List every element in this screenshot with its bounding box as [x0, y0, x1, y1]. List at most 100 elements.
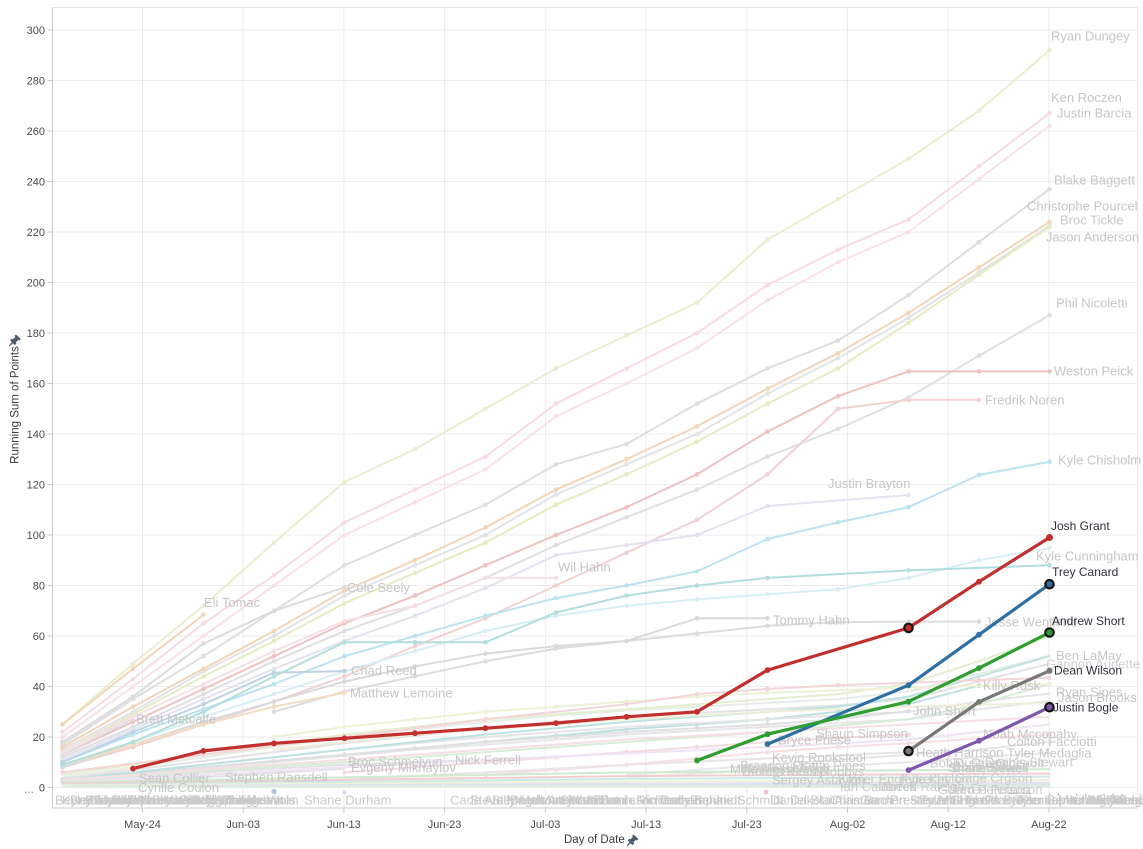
svg-text:Hunter Hewitt: Hunter Hewitt [205, 793, 284, 808]
svg-text:40: 40 [33, 682, 45, 694]
svg-text:Justin Bogle: Justin Bogle [1053, 701, 1119, 715]
svg-text:200: 200 [27, 278, 45, 290]
svg-text:Jun-13: Jun-13 [327, 819, 361, 831]
svg-text:Ian Caldbeck: Ian Caldbeck [840, 779, 916, 794]
svg-text:Colton Facciotti: Colton Facciotti [1007, 734, 1097, 749]
svg-text:Jarred Peterson: Jarred Peterson [950, 782, 1043, 797]
svg-text:Kyle Kayzer: Kyle Kayzer [62, 793, 132, 808]
svg-text:May-24: May-24 [124, 819, 161, 831]
svg-text:Lance Vincent: Lance Vincent [600, 793, 683, 808]
svg-text:Ryan Dungey: Ryan Dungey [1051, 29, 1130, 44]
svg-text:Jimmy Albertson: Jimmy Albertson [95, 793, 190, 808]
svg-text:Aug-12: Aug-12 [930, 819, 965, 831]
svg-text:Lowell Spangler: Lowell Spangler [175, 793, 268, 808]
svg-text:Evgeny Mikhaylov: Evgeny Mikhaylov [351, 760, 456, 775]
svg-text:Nick Ferrell: Nick Ferrell [455, 753, 521, 768]
svg-text:Dakota Alarcon: Dakota Alarcon [790, 793, 878, 808]
svg-text:Dakota Kessler: Dakota Kessler [742, 764, 831, 779]
svg-text:Killian Auberson: Killian Auberson [1070, 793, 1143, 808]
svg-text:Chris Bach: Chris Bach [830, 793, 894, 808]
svg-text:300: 300 [27, 25, 45, 37]
svg-text:Jul-13: Jul-13 [631, 819, 661, 831]
svg-text:Jul-03: Jul-03 [530, 819, 560, 831]
svg-text:Steve Mages: Steve Mages [470, 793, 546, 808]
svg-text:Josh Grant: Josh Grant [1051, 519, 1110, 533]
svg-text:Benny Alamillo: Benny Alamillo [55, 793, 140, 808]
svg-text:Dustin Pipes: Dustin Pipes [88, 793, 161, 808]
svg-text:Bryce Stewart: Bryce Stewart [152, 793, 233, 808]
svg-text:Austin Howell: Austin Howell [120, 793, 199, 808]
svg-text:Wil Hahn: Wil Hahn [558, 560, 611, 575]
svg-text:Tyler Bereman: Tyler Bereman [1015, 793, 1100, 808]
svg-text:Cole Seely: Cole Seely [347, 580, 410, 595]
svg-text:Eli Tomac: Eli Tomac [204, 595, 261, 610]
svg-text:Nathan Skaggs: Nathan Skaggs [140, 793, 229, 808]
svg-text:Gerald Rodriguez: Gerald Rodriguez [178, 793, 280, 808]
svg-text:Ryan Sipes: Ryan Sipes [1056, 685, 1123, 700]
svg-text:Justin Barcia: Justin Barcia [1057, 106, 1132, 121]
svg-text:Chris Blose: Chris Blose [952, 760, 1018, 775]
svg-text:Kyle Dillin: Kyle Dillin [197, 793, 254, 808]
svg-text:Stephen Ransdell: Stephen Ransdell [225, 770, 328, 785]
svg-text:160: 160 [27, 379, 45, 391]
svg-text:Preston Mull: Preston Mull [890, 793, 962, 808]
svg-text:Stan Robbys: Stan Robbys [790, 764, 865, 779]
svg-text:.. .. ... ..: .. .. ... .. [1048, 786, 1143, 798]
svg-text:Dennis Stewart: Dennis Stewart [985, 755, 1074, 770]
svg-text:Killy Rusk: Killy Rusk [983, 678, 1041, 693]
svg-text:Alex Wols: Alex Wols [238, 793, 296, 808]
svg-text:Jason Anderson: Jason Anderson [1046, 230, 1139, 245]
svg-text:Cyrille Coulon: Cyrille Coulon [138, 780, 219, 795]
svg-text:Bud Short: Bud Short [85, 793, 143, 808]
svg-text:... ...: ... ... [1008, 783, 1031, 797]
svg-text:140: 140 [27, 429, 45, 441]
svg-text:Bryce Friese: Bryce Friese [778, 733, 851, 748]
svg-text:Jeb Hurdle: Jeb Hurdle [935, 793, 998, 808]
svg-text:Andrew Short: Andrew Short [1052, 614, 1125, 628]
svg-text:Jul-23: Jul-23 [732, 819, 762, 831]
svg-text:180: 180 [27, 328, 45, 340]
svg-text:Justin Keeney: Justin Keeney [110, 793, 192, 808]
svg-text:120: 120 [27, 480, 45, 492]
svg-text:Blake Baggett: Blake Baggett [1054, 173, 1135, 188]
svg-text:Cade Autenrieth: Cade Autenrieth [450, 793, 543, 808]
svg-text:Fredrik Noren: Fredrik Noren [985, 393, 1064, 408]
svg-text:Justin Brayton: Justin Brayton [828, 476, 910, 491]
svg-text:260: 260 [27, 126, 45, 138]
svg-text:Gage Crgson: Gage Crgson [955, 771, 1032, 786]
svg-text:Travis Baker: Travis Baker [965, 793, 1038, 808]
svg-text:Running Sum of Points: Running Sum of Points [10, 346, 22, 464]
svg-text:Shaun Simpson: Shaun Simpson [816, 726, 908, 741]
svg-text:Brett Metcalfe: Brett Metcalfe [136, 712, 216, 727]
svg-text:Topher Ingalls: Topher Ingalls [1045, 793, 1126, 808]
svg-text:Shane Sewell: Shane Sewell [949, 761, 1029, 776]
svg-text:Ben LaMay: Ben LaMay [1056, 648, 1122, 663]
svg-text:Kevin Rookstool: Kevin Rookstool [772, 750, 866, 765]
svg-text:Gared Peterson: Gared Peterson [938, 782, 1030, 797]
svg-text:Willy Browne: Willy Browne [1088, 793, 1143, 808]
svg-text:Tyler Bright: Tyler Bright [920, 793, 986, 808]
svg-text:Jackson Richardson: Jackson Richardson [585, 793, 702, 808]
svg-text:240: 240 [27, 177, 45, 189]
svg-text:80: 80 [33, 581, 45, 593]
svg-text:60: 60 [33, 631, 45, 643]
svg-text:Dustin Gibeault: Dustin Gibeault [955, 756, 1044, 771]
svg-text:Bobby Gregg: Bobby Gregg [930, 756, 1007, 771]
svg-text:Cody Schmidt: Cody Schmidt [660, 793, 741, 808]
svg-text:Sergey Astaykin: Sergey Astaykin [772, 773, 865, 788]
svg-text:Broc Tickle: Broc Tickle [1060, 213, 1124, 228]
svg-text:20: 20 [33, 732, 45, 744]
svg-text:Matt Martin: Matt Martin [540, 793, 605, 808]
svg-text:Bradley Lionnet: Bradley Lionnet [70, 793, 161, 808]
svg-text:Dean Wilson: Dean Wilson [1054, 664, 1122, 678]
svg-text:Weston Peick: Weston Peick [1054, 364, 1134, 379]
svg-text:Jarred Raleigh: Jarred Raleigh [880, 779, 965, 794]
svg-text:Jesse Wentland: Jesse Wentland [985, 615, 1077, 630]
svg-text:Tommy Hahn: Tommy Hahn [773, 613, 850, 628]
svg-text:Noah Mcconahy: Noah Mcconahy [983, 727, 1077, 742]
svg-text:Chuck Inman: Chuck Inman [222, 793, 299, 808]
svg-text:Jason Brooks: Jason Brooks [1058, 690, 1137, 705]
svg-text:Ken Roczen: Ken Roczen [1051, 90, 1122, 105]
svg-text:Kaiser Englebrecht: Kaiser Englebrecht [838, 772, 948, 787]
svg-text:Scott Zont: Scott Zont [560, 793, 620, 808]
